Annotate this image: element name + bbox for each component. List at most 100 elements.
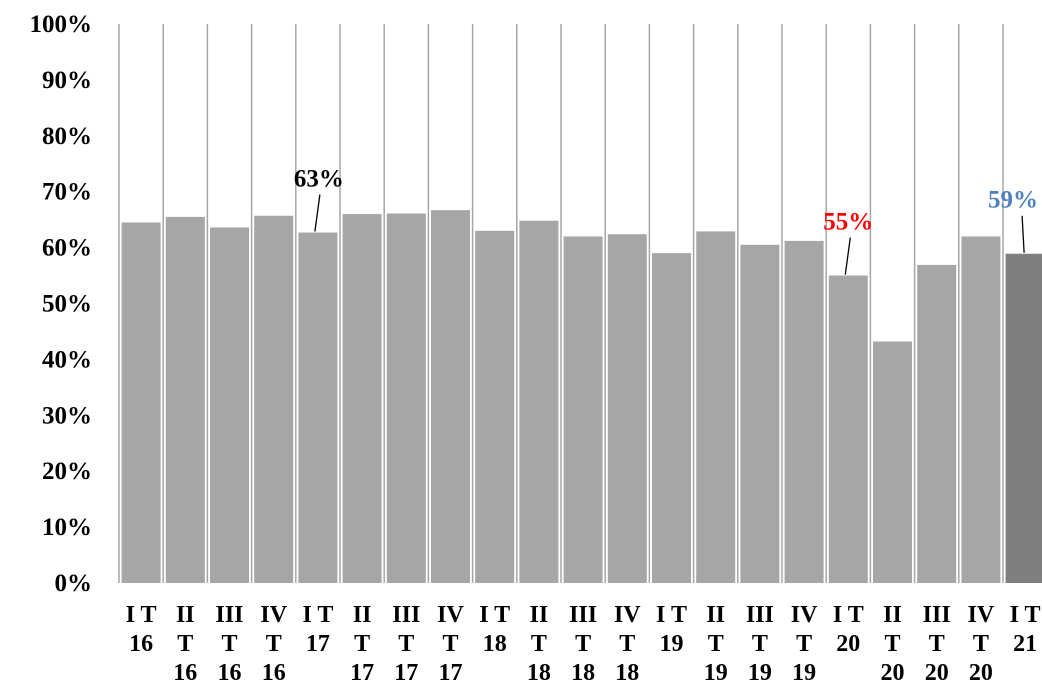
- x-tick-label-line: 17: [350, 660, 374, 686]
- x-tick-label-line: III: [923, 602, 951, 628]
- x-tick-label-line: T: [398, 631, 414, 657]
- annotation-leader-line: [314, 194, 321, 232]
- x-tick-label-line: III: [392, 602, 420, 628]
- x-tick-label-line: II: [353, 602, 372, 628]
- x-tick-label: I T 18: [479, 602, 510, 657]
- x-tick-label-line: T: [531, 631, 547, 657]
- x-tick-label-line: IV: [791, 602, 818, 628]
- bar: [165, 216, 205, 584]
- x-tick-label-line: T: [442, 631, 458, 657]
- bar: [740, 244, 780, 583]
- x-tick-label: IV T 16: [260, 602, 287, 686]
- bar: [342, 214, 382, 583]
- annotation-leader-line: [1021, 215, 1025, 253]
- x-tick-label-line: 18: [615, 660, 639, 686]
- x-tick-label-line: IV: [437, 602, 464, 628]
- bar: [254, 215, 294, 583]
- x-tick-label-line: T: [619, 631, 635, 657]
- bar: [121, 222, 161, 583]
- x-tick-label-line: 19: [748, 660, 772, 686]
- x-tick-label-line: I T: [302, 602, 333, 628]
- x-tick-label: II T 16: [173, 602, 197, 686]
- x-tick-label-line: T: [354, 631, 370, 657]
- y-tick-label: 60%: [42, 235, 92, 262]
- x-tick-label: III T 19: [746, 602, 774, 686]
- x-tick-label-line: 20: [925, 660, 949, 686]
- x-tick-label-line: 19: [704, 660, 728, 686]
- x-tick-label-line: 19: [792, 660, 816, 686]
- bar: [298, 232, 338, 583]
- x-tick-label-line: 17: [439, 660, 463, 686]
- bar: [696, 231, 736, 583]
- x-tick-label-line: IV: [614, 602, 641, 628]
- y-tick-label: 70%: [42, 179, 92, 206]
- x-tick-label: II T 19: [704, 602, 728, 686]
- x-tick-label: III T 18: [569, 602, 597, 686]
- bar: [917, 264, 957, 583]
- data-annotations: 63% 55% 59%: [294, 166, 1038, 275]
- x-tick-label-line: T: [884, 631, 900, 657]
- bar: [386, 213, 426, 583]
- x-tick-label-line: 20: [881, 660, 905, 686]
- x-tick-label-line: T: [973, 631, 989, 657]
- x-tick-label-line: T: [177, 631, 193, 657]
- y-tick-label: 90%: [42, 67, 92, 94]
- x-tick-label-line: 20: [836, 631, 860, 657]
- x-tick-label: II T 20: [881, 602, 905, 686]
- x-tick-label-line: T: [221, 631, 237, 657]
- x-tick-label: I T 19: [656, 602, 687, 657]
- x-tick-label-line: 18: [483, 631, 507, 657]
- x-tick-label: II T 17: [350, 602, 374, 686]
- x-tick-label-line: 18: [571, 660, 595, 686]
- x-tick-label-line: III: [569, 602, 597, 628]
- data-label: 63%: [294, 166, 344, 193]
- x-tick-label: I T 21: [1010, 602, 1041, 657]
- x-tick-label-line: 20: [969, 660, 993, 686]
- x-tick-label-line: T: [796, 631, 812, 657]
- y-axis-ticks: 0% 10% 20% 30% 40% 50% 60% 70% 80% 90% 100%: [30, 11, 93, 597]
- bar: [961, 236, 1001, 584]
- x-tick-label-line: 21: [1013, 631, 1037, 657]
- bar: [1005, 253, 1042, 583]
- y-tick-label: 10%: [42, 514, 92, 541]
- x-tick-label: III T 20: [923, 602, 951, 686]
- bar: [519, 220, 559, 583]
- bar: [652, 253, 691, 583]
- x-tick-label-line: 16: [173, 660, 197, 686]
- x-tick-label-line: III: [746, 602, 774, 628]
- x-tick-label: III T 17: [392, 602, 420, 686]
- x-tick-label-line: IV: [968, 602, 995, 628]
- x-axis-labels: I T 16 II T 16 III T 16 IV T 16 I T 17 II T 17 III T 17 IV T…: [126, 602, 1041, 686]
- x-tick-label-line: I T: [479, 602, 510, 628]
- x-tick-label-line: T: [752, 631, 768, 657]
- x-tick-label: II T 18: [527, 602, 551, 686]
- x-tick-label: III T 16: [215, 602, 243, 686]
- bar: [210, 227, 249, 583]
- x-tick-label-line: 17: [306, 631, 330, 657]
- annotation-leader-line: [844, 237, 851, 275]
- y-tick-label: 40%: [42, 346, 92, 373]
- bar: [563, 236, 603, 584]
- y-tick-label: 0%: [55, 570, 93, 597]
- x-tick-label: IV T 18: [614, 602, 641, 686]
- x-tick-label-line: III: [215, 602, 243, 628]
- x-tick-label: IV T 19: [791, 602, 818, 686]
- x-tick-label-line: II: [176, 602, 195, 628]
- bar: [475, 230, 515, 583]
- x-tick-label-line: IV: [260, 602, 287, 628]
- y-tick-label: 30%: [42, 402, 92, 429]
- x-tick-label-line: T: [575, 631, 591, 657]
- x-tick-label-line: T: [266, 631, 282, 657]
- x-tick-label: IV T 20: [968, 602, 995, 686]
- bar: [828, 275, 868, 583]
- x-tick-label-line: 17: [394, 660, 418, 686]
- x-tick-label-line: I T: [1010, 602, 1041, 628]
- x-tick-label: I T 20: [833, 602, 864, 657]
- y-tick-label: 100%: [30, 11, 93, 38]
- x-tick-label-line: 18: [527, 660, 551, 686]
- x-tick-label-line: 16: [218, 660, 242, 686]
- x-tick-label-line: 16: [262, 660, 286, 686]
- x-tick-label: I T 17: [302, 602, 333, 657]
- bar: [431, 210, 470, 583]
